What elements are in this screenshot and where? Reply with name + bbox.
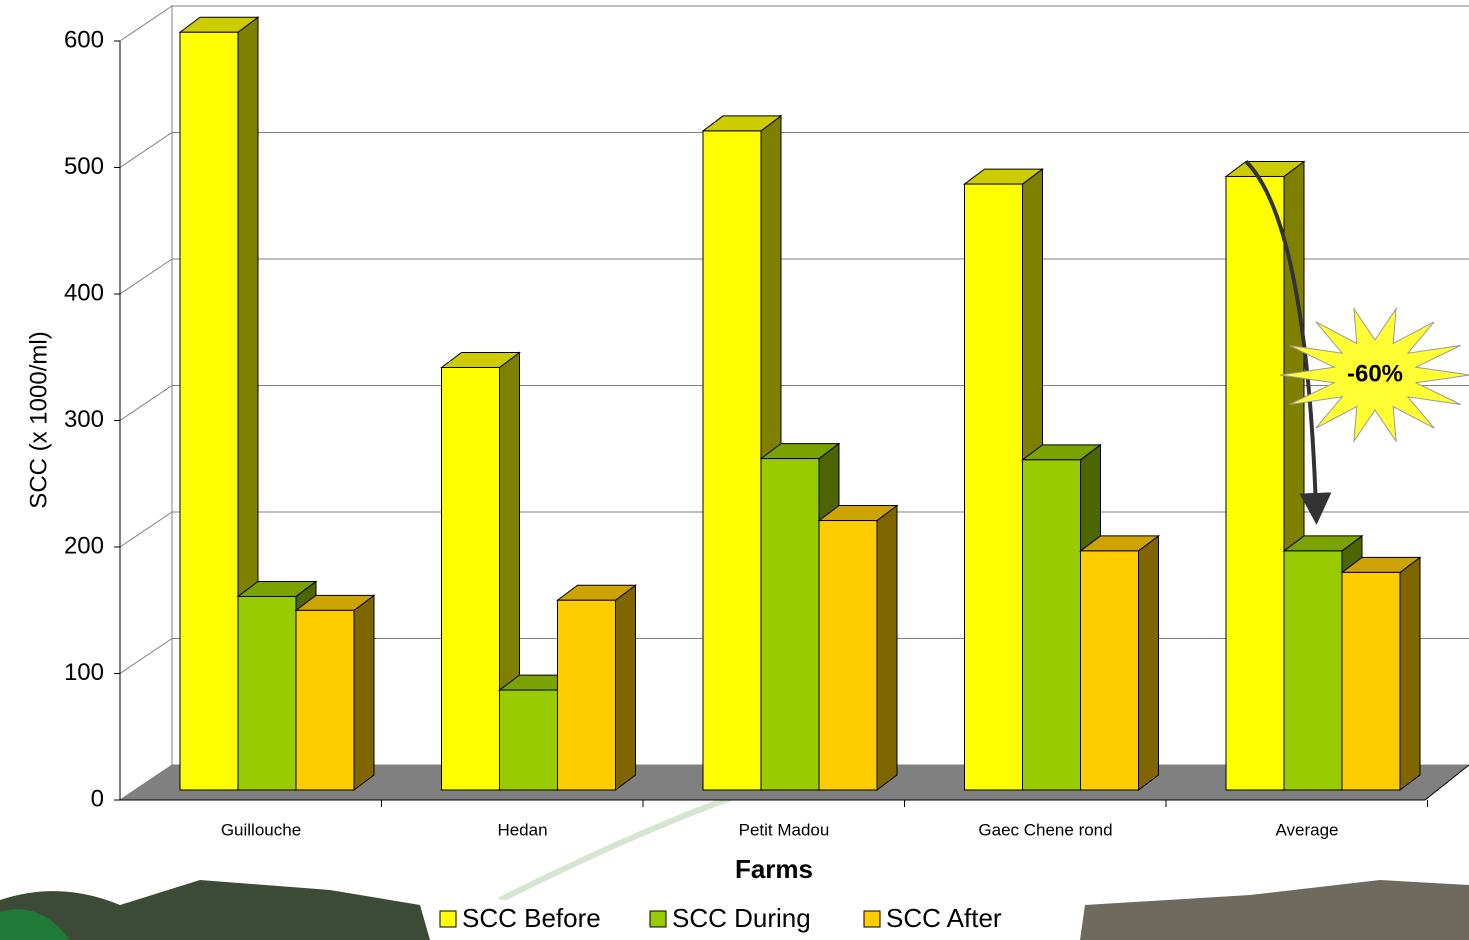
y-tick-label: 200 bbox=[64, 532, 104, 559]
grid-depth bbox=[119, 5, 173, 42]
bar-side bbox=[876, 504, 898, 791]
y-tick-label: 0 bbox=[91, 785, 104, 812]
legend-box bbox=[432, 900, 1080, 940]
grid-depth bbox=[119, 385, 173, 421]
grid-depth bbox=[119, 638, 173, 674]
legend-label: SCC Before bbox=[462, 903, 601, 933]
legend-label: SCC During bbox=[672, 903, 811, 933]
bar bbox=[1283, 550, 1343, 791]
y-tick-label: 100 bbox=[64, 659, 104, 686]
y-axis-title: SCC (x 1000/ml) bbox=[25, 331, 52, 508]
annotation-arrow bbox=[1244, 160, 1332, 525]
x-tick-label: Guillouche bbox=[221, 820, 301, 839]
x-axis-title: Farms bbox=[735, 854, 813, 884]
bar bbox=[964, 183, 1023, 791]
bar bbox=[818, 520, 878, 791]
bar bbox=[557, 599, 616, 791]
bar bbox=[237, 595, 297, 791]
x-axis-depth bbox=[1424, 764, 1469, 801]
bar bbox=[1022, 459, 1081, 791]
bar bbox=[760, 458, 820, 791]
bar bbox=[702, 130, 762, 791]
y-tick-label: 400 bbox=[64, 279, 104, 306]
grid-depth bbox=[119, 132, 173, 168]
x-tick-label: Hedan bbox=[497, 820, 547, 839]
legend-swatch bbox=[439, 910, 457, 928]
y-tick-label: 300 bbox=[64, 406, 104, 433]
bar-side bbox=[615, 584, 636, 791]
legend-label: SCC After bbox=[886, 903, 1002, 933]
bar-side bbox=[1399, 556, 1421, 791]
bar bbox=[499, 689, 558, 791]
y-tick-label: 600 bbox=[64, 26, 104, 53]
grid-depth bbox=[119, 258, 173, 295]
bar-side bbox=[1138, 534, 1159, 791]
y-tick-label: 500 bbox=[64, 153, 104, 180]
bar bbox=[1080, 550, 1139, 791]
bar bbox=[1225, 175, 1285, 791]
x-tick-label: Petit Madou bbox=[739, 820, 830, 839]
bar bbox=[295, 609, 355, 791]
bar bbox=[1341, 571, 1401, 791]
bar bbox=[179, 31, 239, 791]
legend-swatch bbox=[863, 910, 881, 928]
x-tick-label: Average bbox=[1275, 820, 1338, 839]
background-decoration bbox=[0, 767, 1469, 940]
bar bbox=[441, 366, 500, 791]
bar-side bbox=[353, 594, 375, 791]
annotation-burst bbox=[1279, 306, 1469, 444]
legend-swatch bbox=[649, 910, 667, 928]
annotation-text: -60% bbox=[1347, 360, 1403, 387]
x-tick-label: Gaec Chene rond bbox=[978, 820, 1112, 839]
grid-depth bbox=[119, 511, 173, 548]
